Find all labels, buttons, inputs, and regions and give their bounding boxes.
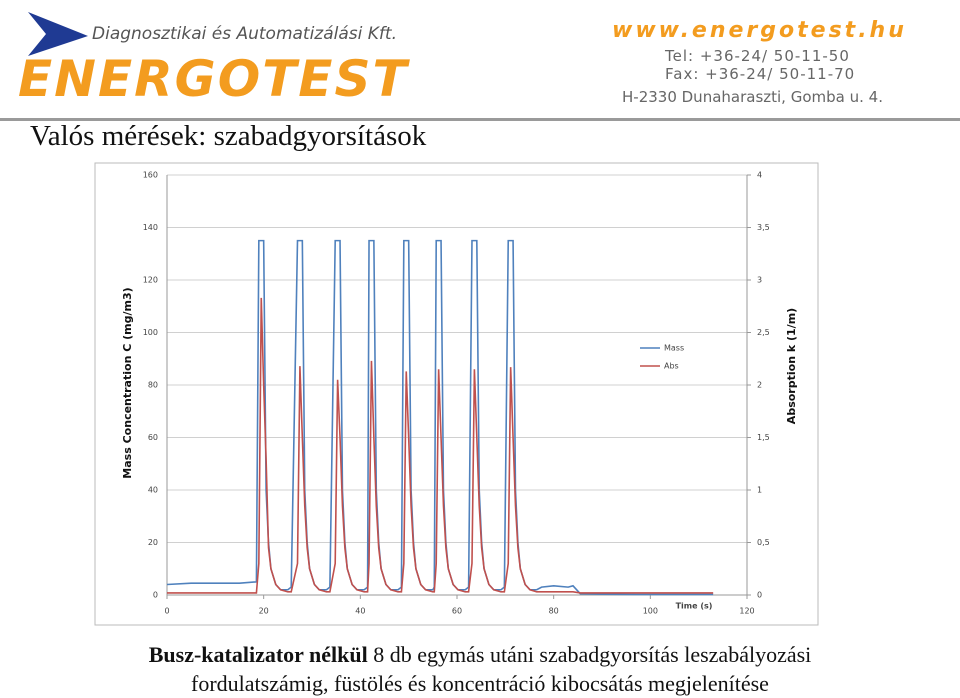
y-axis-label: Mass Concentration C (mg/m3) <box>121 287 134 478</box>
y-tick-label: 40 <box>148 486 158 495</box>
y2-tick-label: 3,5 <box>757 223 770 232</box>
header-band <box>0 0 960 121</box>
caption-line: fordulatszámig, füstölés és koncentráció… <box>191 671 769 696</box>
x-tick-label: 80 <box>549 607 559 616</box>
phone: Tel: +36-24/ 50-11-50 <box>665 47 850 65</box>
y-tick-label: 160 <box>143 171 158 180</box>
y2-tick-label: 2,5 <box>757 328 770 337</box>
x-tick-label: 60 <box>452 607 462 616</box>
y-tick-label: 0 <box>153 591 158 600</box>
slide-title: Valós mérések: szabadgyorsítások <box>30 120 427 152</box>
y-tick-label: 60 <box>148 433 158 442</box>
y-tick-label: 20 <box>148 538 158 547</box>
fax: Fax: +36-24/ 50-11-70 <box>665 65 856 83</box>
y2-tick-label: 4 <box>757 171 762 180</box>
x-tick-label: 0 <box>164 607 169 616</box>
legend-label: Abs <box>664 362 679 371</box>
y2-tick-label: 0 <box>757 591 762 600</box>
company-name: Diagnosztikai és Automatizálási Kft. <box>92 24 397 44</box>
y-tick-label: 120 <box>143 276 158 285</box>
address: H-2330 Dunaharaszti, Gomba u. 4. <box>622 88 883 106</box>
legend-label: Mass <box>664 344 684 353</box>
x-axis-label: Time (s) <box>676 602 713 611</box>
line-series <box>167 297 714 594</box>
x-tick-label: 100 <box>643 607 658 616</box>
caption: Busz-katalizator nélkül 8 db egymás után… <box>0 640 960 698</box>
y-tick-label: 80 <box>148 381 158 390</box>
x-tick-label: 40 <box>355 607 365 616</box>
y2-tick-label: 1 <box>757 486 762 495</box>
chart-frame <box>94 162 819 626</box>
y2-axis-label: Absorption k (1/m) <box>785 308 798 424</box>
website: www.energotest.hu <box>612 18 907 43</box>
logo-text: ENERGOTEST <box>18 50 409 108</box>
y2-tick-label: 3 <box>757 276 762 285</box>
y-tick-label: 100 <box>143 328 158 337</box>
y2-tick-label: 0,5 <box>757 538 770 547</box>
y-tick-label: 140 <box>143 223 158 232</box>
line-series <box>166 239 714 596</box>
x-tick-label: 120 <box>739 607 754 616</box>
caption-line: 8 db egymás utáni szabadgyorsítás leszab… <box>373 642 812 667</box>
caption-bold: Busz-katalizator nélkül <box>148 642 368 667</box>
logo-arrow <box>28 12 88 56</box>
y2-tick-label: 1,5 <box>757 433 770 442</box>
y2-tick-label: 2 <box>757 381 762 390</box>
x-tick-label: 20 <box>259 607 269 616</box>
